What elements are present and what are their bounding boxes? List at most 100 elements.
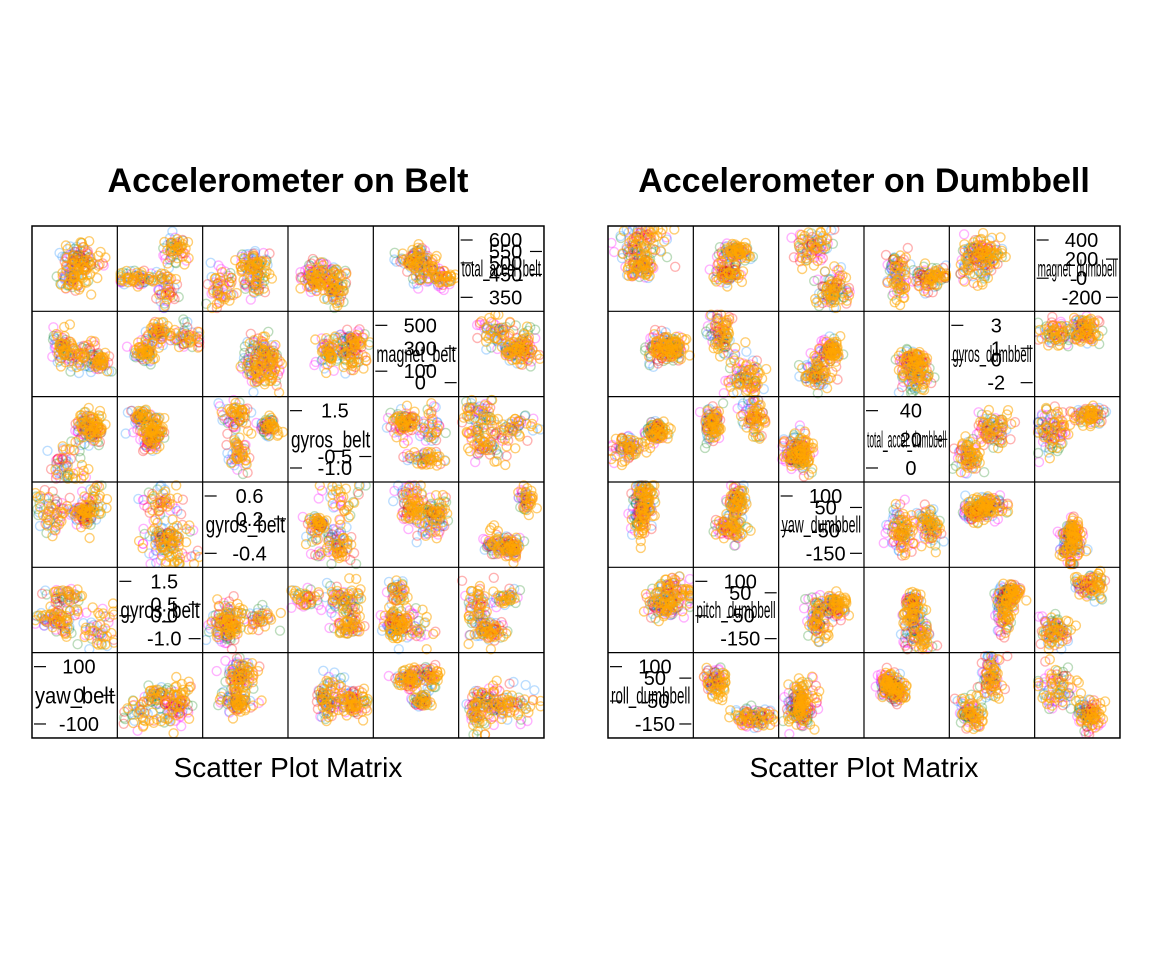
belt-data-point [213,398,224,409]
belt-data-point [132,271,144,282]
belt-points-layer [32,226,544,738]
belt-data-point [121,341,133,352]
belt-data-point [162,275,173,286]
belt-data-point [423,266,435,277]
belt-data-point [92,358,104,369]
belt-data-point [224,417,235,428]
belt-data-point [140,338,152,350]
belt-data-point [496,335,507,346]
belt-data-point [73,367,85,379]
belt-data-point [50,464,61,475]
belt-data-point [347,357,358,369]
belt-data-point [217,415,228,426]
belt-data-point [160,288,172,300]
belt-data-point [115,268,126,279]
belt-data-point [269,364,281,375]
belt-data-point [309,359,320,371]
belt-data-point [71,362,82,373]
belt-data-point [53,453,64,464]
belt-data-point [248,335,260,346]
belt-data-point [115,272,126,283]
belt-data-point [310,334,321,345]
belt-data-point [54,247,65,259]
belt-data-point [235,361,246,372]
belt-data-point [398,451,409,463]
belt-data-point [415,274,427,285]
belt-data-point [219,294,230,305]
belt-data-point [349,340,360,351]
belt-data-point [239,279,250,290]
belt-data-point [413,247,424,258]
belt-data-point [434,421,445,432]
belt-data-point [264,248,275,259]
belt-data-point [437,270,448,282]
belt-data-point [72,416,84,427]
belt-data-point [504,316,516,328]
belt-data-point [179,259,190,270]
belt-data-point [183,331,195,343]
belt-data-point [52,454,63,465]
belt-panel-3-4 [388,480,454,548]
belt-data-point [426,413,438,425]
belt-data-point [58,321,70,333]
belt-data-point [504,348,516,359]
belt-data-point [147,324,158,335]
belt-data-point [504,328,515,340]
belt-panel-2-1 [120,404,170,457]
belt-data-point [60,444,71,455]
belt-data-point [137,445,149,457]
belt-data-point [211,665,222,677]
belt-data-point [99,347,111,358]
belt-data-point [259,339,270,350]
belt-data-point [75,452,86,464]
belt-panel-2-5 [456,394,544,471]
belt-data-point [211,302,223,314]
belt-data-point [115,275,127,286]
belt-data-point [85,289,97,300]
belt-data-point [351,573,362,585]
belt-data-point [65,241,76,252]
belt-data-point [231,452,242,463]
belt-data-point [307,269,318,280]
belt-data-point [295,267,306,278]
belt-data-point [500,459,511,471]
belt-data-point [259,271,270,282]
belt-data-point [481,344,492,355]
belt-data-point [406,420,417,432]
belt-data-point [496,322,507,333]
belt-data-point [251,417,262,429]
belt-data-point [67,254,78,265]
belt-data-point [401,400,413,411]
belt-data-point [425,408,436,419]
belt-data-point [430,626,441,637]
belt-data-point [331,264,342,275]
belt-data-point [426,428,438,439]
belt-data-point [507,344,518,356]
belt-data-point [232,464,243,475]
belt-panel-1-2 [235,326,288,398]
belt-data-point [83,235,95,247]
belt-data-point [88,424,99,436]
belt-data-point [93,250,104,262]
belt-data-point [73,263,84,275]
belt-data-point [146,425,158,436]
belt-data-point [510,443,521,454]
belt-data-point [519,410,530,422]
belt-data-point [256,695,267,706]
belt-data-point [335,329,347,340]
belt-data-point [78,465,89,477]
belt-data-point [316,333,327,344]
belt-data-point [167,226,178,237]
belt-data-point [80,264,92,275]
belt-data-point [321,333,332,344]
belt-data-point [226,272,237,284]
belt-data-point [264,430,275,441]
belt-data-point [220,292,231,303]
belt-data-point [57,441,68,452]
belt-data-point [228,421,239,432]
belt-data-point [169,324,180,336]
belt-data-point [76,422,87,433]
belt-data-point [354,324,365,335]
belt-data-point [246,262,258,274]
belt-data-point [182,322,193,333]
